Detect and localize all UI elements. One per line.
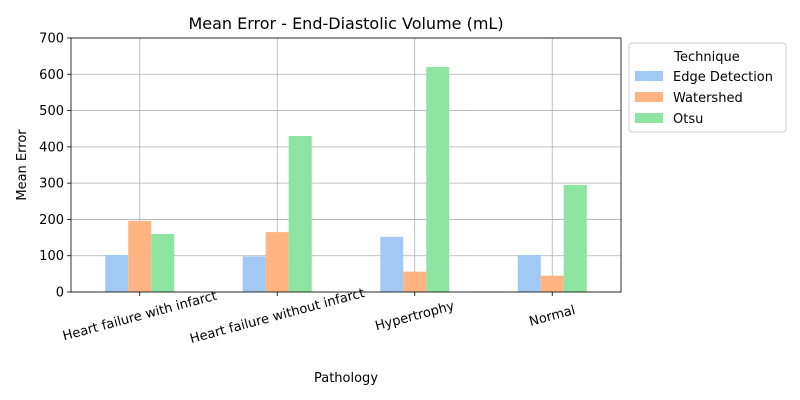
x-tick-label: Hypertrophy bbox=[374, 299, 457, 335]
bar-otsu-1 bbox=[288, 135, 312, 292]
y-tick-label: 700 bbox=[39, 32, 64, 47]
legend-label: Otsu bbox=[673, 112, 703, 127]
y-tick-label: 600 bbox=[39, 68, 64, 83]
bar-watershed-0 bbox=[128, 220, 152, 292]
x-axis-label: Pathology bbox=[314, 371, 378, 386]
legend-swatch-otsu bbox=[635, 113, 663, 123]
bar-edge-detection-1 bbox=[242, 256, 266, 292]
y-tick-label: 500 bbox=[39, 104, 64, 119]
bar-edge-detection-3 bbox=[517, 254, 541, 292]
bar-otsu-0 bbox=[151, 233, 175, 292]
legend-label: Edge Detection bbox=[673, 70, 773, 85]
y-tick-label: 0 bbox=[56, 286, 64, 301]
bar-watershed-2 bbox=[403, 271, 427, 292]
y-axis-label: Mean Error bbox=[15, 129, 30, 201]
y-tick-label: 300 bbox=[39, 177, 64, 192]
bar-edge-detection-0 bbox=[105, 254, 129, 292]
bar-otsu-3 bbox=[563, 184, 587, 292]
legend-box bbox=[628, 42, 787, 133]
bars bbox=[105, 67, 587, 293]
bar-edge-detection-2 bbox=[380, 236, 404, 292]
legend-swatch-watershed bbox=[635, 92, 663, 102]
y-tick-label: 200 bbox=[39, 213, 64, 228]
bar-watershed-1 bbox=[265, 232, 289, 292]
chart-title: Mean Error - End-Diastolic Volume (mL) bbox=[188, 14, 503, 33]
y-tick-label: 400 bbox=[39, 140, 64, 155]
legend-swatch-edge-detection bbox=[635, 71, 663, 81]
y-axis: 0 100 200 300 400 500 600 700 bbox=[39, 32, 71, 301]
legend-items: Edge Detection Watershed Otsu bbox=[635, 70, 773, 127]
legend-label: Watershed bbox=[673, 91, 743, 106]
legend-title: Technique bbox=[673, 50, 739, 65]
legend: Technique Edge Detection Watershed Otsu bbox=[628, 42, 787, 133]
bar-otsu-2 bbox=[426, 67, 450, 293]
x-tick-label: Normal bbox=[528, 303, 577, 330]
plot-frame bbox=[70, 37, 622, 293]
y-tick-label: 100 bbox=[39, 249, 64, 264]
bar-watershed-3 bbox=[540, 275, 564, 292]
